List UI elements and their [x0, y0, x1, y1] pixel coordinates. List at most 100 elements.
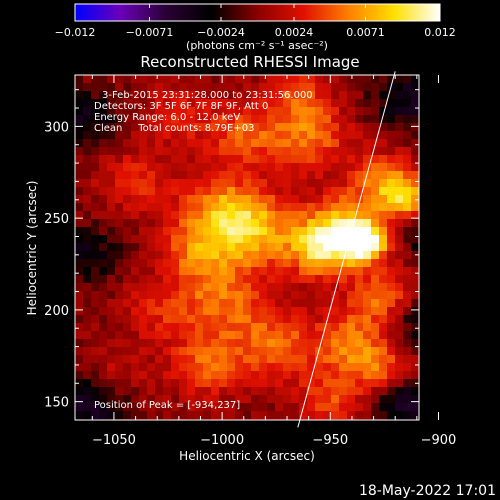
heatmap-cell — [131, 387, 140, 396]
heatmap-cell — [291, 163, 300, 172]
heatmap-cell — [267, 163, 276, 172]
heatmap-cell — [371, 291, 380, 300]
heatmap-cell — [355, 123, 364, 132]
heatmap-cell — [131, 163, 140, 172]
heatmap-cell — [211, 347, 220, 356]
heatmap-cell — [403, 251, 412, 260]
heatmap-cell — [227, 395, 236, 404]
heatmap-cell — [323, 99, 332, 108]
heatmap-cell — [403, 339, 412, 348]
heatmap-cell — [259, 315, 268, 324]
heatmap-cell — [347, 283, 356, 292]
heatmap-cell — [315, 243, 324, 252]
heatmap-cell — [315, 323, 324, 332]
heatmap-cell — [163, 227, 172, 236]
heatmap-cell — [387, 379, 396, 388]
heatmap-cell — [187, 83, 196, 92]
heatmap-cell — [131, 91, 140, 100]
heatmap-cell — [371, 227, 380, 236]
heatmap-cell — [275, 155, 284, 164]
heatmap-cell — [315, 91, 324, 100]
heatmap-cell — [123, 267, 132, 276]
heatmap-cell — [107, 291, 116, 300]
heatmap-cell — [291, 355, 300, 364]
heatmap-cell — [395, 91, 404, 100]
heatmap-cell — [155, 139, 164, 148]
heatmap-cell — [107, 171, 116, 180]
heatmap-cell — [195, 187, 204, 196]
heatmap-cell — [347, 371, 356, 380]
heatmap-cell — [171, 91, 180, 100]
heatmap-cell — [123, 251, 132, 260]
heatmap-cell — [299, 331, 308, 340]
heatmap-cell — [299, 347, 308, 356]
heatmap-cell — [259, 275, 268, 284]
heatmap-cell — [115, 195, 124, 204]
heatmap-cell — [403, 187, 412, 196]
heatmap-cell — [403, 211, 412, 220]
heatmap-cell — [347, 235, 356, 244]
heatmap-cell — [307, 123, 316, 132]
heatmap-cell — [307, 387, 316, 396]
heatmap-cell — [187, 195, 196, 204]
heatmap-cell — [211, 243, 220, 252]
heatmap-cell — [179, 251, 188, 260]
heatmap-cell — [363, 403, 372, 412]
heatmap-cell — [123, 75, 132, 84]
heatmap-cell — [315, 139, 324, 148]
heatmap-cell — [123, 363, 132, 372]
heatmap-cell — [83, 323, 92, 332]
heatmap-cell — [379, 331, 388, 340]
heatmap-cell — [291, 291, 300, 300]
heatmap-cell — [211, 371, 220, 380]
heatmap-cell — [355, 107, 364, 116]
heatmap-cell — [227, 211, 236, 220]
heatmap-cell — [171, 371, 180, 380]
heatmap-cell — [291, 131, 300, 140]
heatmap-cell — [211, 187, 220, 196]
heatmap-cell — [347, 147, 356, 156]
heatmap-cell — [307, 107, 316, 116]
heatmap-cell — [339, 99, 348, 108]
heatmap-cell — [387, 203, 396, 212]
heatmap-cell — [107, 331, 116, 340]
heatmap-cell — [283, 227, 292, 236]
heatmap-cell — [371, 307, 380, 316]
heatmap-cell — [75, 179, 84, 188]
heatmap-cell — [147, 307, 156, 316]
heatmap-cell — [91, 299, 100, 308]
heatmap-cell — [243, 139, 252, 148]
heatmap-cell — [299, 91, 308, 100]
heatmap-cell — [75, 243, 84, 252]
heatmap-cell — [291, 275, 300, 284]
heatmap-cell — [395, 123, 404, 132]
heatmap-cell — [315, 363, 324, 372]
heatmap-cell — [195, 363, 204, 372]
heatmap-cell — [235, 387, 244, 396]
heatmap-cell — [307, 275, 316, 284]
heatmap-cell — [171, 315, 180, 324]
heatmap-cell — [187, 371, 196, 380]
heatmap-cell — [155, 179, 164, 188]
heatmap-cell — [291, 387, 300, 396]
heatmap-cell — [411, 299, 420, 308]
heatmap-cell — [251, 307, 260, 316]
heatmap-cell — [299, 155, 308, 164]
heatmap-cell — [355, 203, 364, 212]
heatmap-cell — [379, 179, 388, 188]
heatmap-cell — [387, 403, 396, 412]
heatmap-cell — [387, 283, 396, 292]
heatmap-cell — [139, 83, 148, 92]
heatmap-cell — [339, 403, 348, 412]
heatmap-cell — [371, 355, 380, 364]
colorbar-ramp — [75, 4, 440, 21]
heatmap-cell — [163, 355, 172, 364]
heatmap-cell — [99, 131, 108, 140]
heatmap-cell — [235, 147, 244, 156]
heatmap-cell — [299, 387, 308, 396]
heatmap-cell — [115, 411, 124, 420]
heatmap-cell — [363, 219, 372, 228]
heatmap-cell — [107, 275, 116, 284]
heatmap-cell — [267, 323, 276, 332]
heatmap-cell — [187, 123, 196, 132]
